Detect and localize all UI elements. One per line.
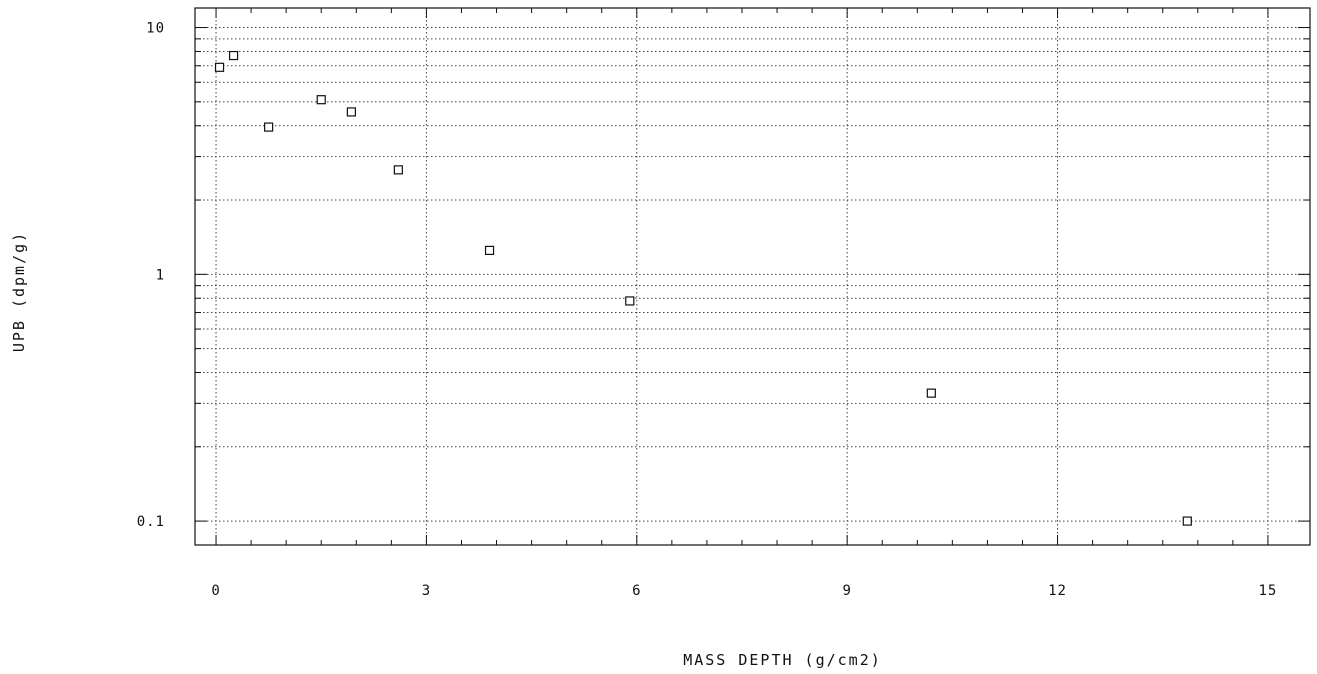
grid-lines (195, 8, 1310, 545)
y-axis-title: UPB (dpm/g) (10, 231, 28, 352)
data-point (214, 62, 225, 72)
x-tick-label: 3 (422, 583, 431, 599)
data-point (228, 50, 239, 61)
x-tick-label: 0 (211, 583, 220, 599)
data-point (264, 122, 274, 132)
y-tick-label: 1 (156, 267, 165, 283)
data-point (393, 165, 403, 175)
x-tick-label: 15 (1258, 583, 1277, 599)
data-point (1182, 516, 1192, 526)
data-point (625, 296, 635, 306)
x-axis-title: MASS DEPTH (g/cm2) (683, 651, 882, 669)
x-tick-label: 12 (1048, 583, 1067, 599)
plot-frame (194, 7, 1311, 546)
data-point (926, 388, 936, 398)
x-tick-label: 9 (842, 583, 851, 599)
data-points (214, 50, 1192, 526)
data-point (316, 95, 326, 105)
y-tick-label: 10 (146, 21, 165, 37)
y-tick-label: 0.1 (137, 514, 165, 530)
x-tick-label: 6 (632, 583, 641, 599)
data-point (484, 245, 495, 255)
tick-labels: 0 3 6 9 12 15 0.1 1 10 (137, 21, 1277, 599)
data-point (346, 107, 356, 117)
axis-ticks (195, 8, 1310, 545)
